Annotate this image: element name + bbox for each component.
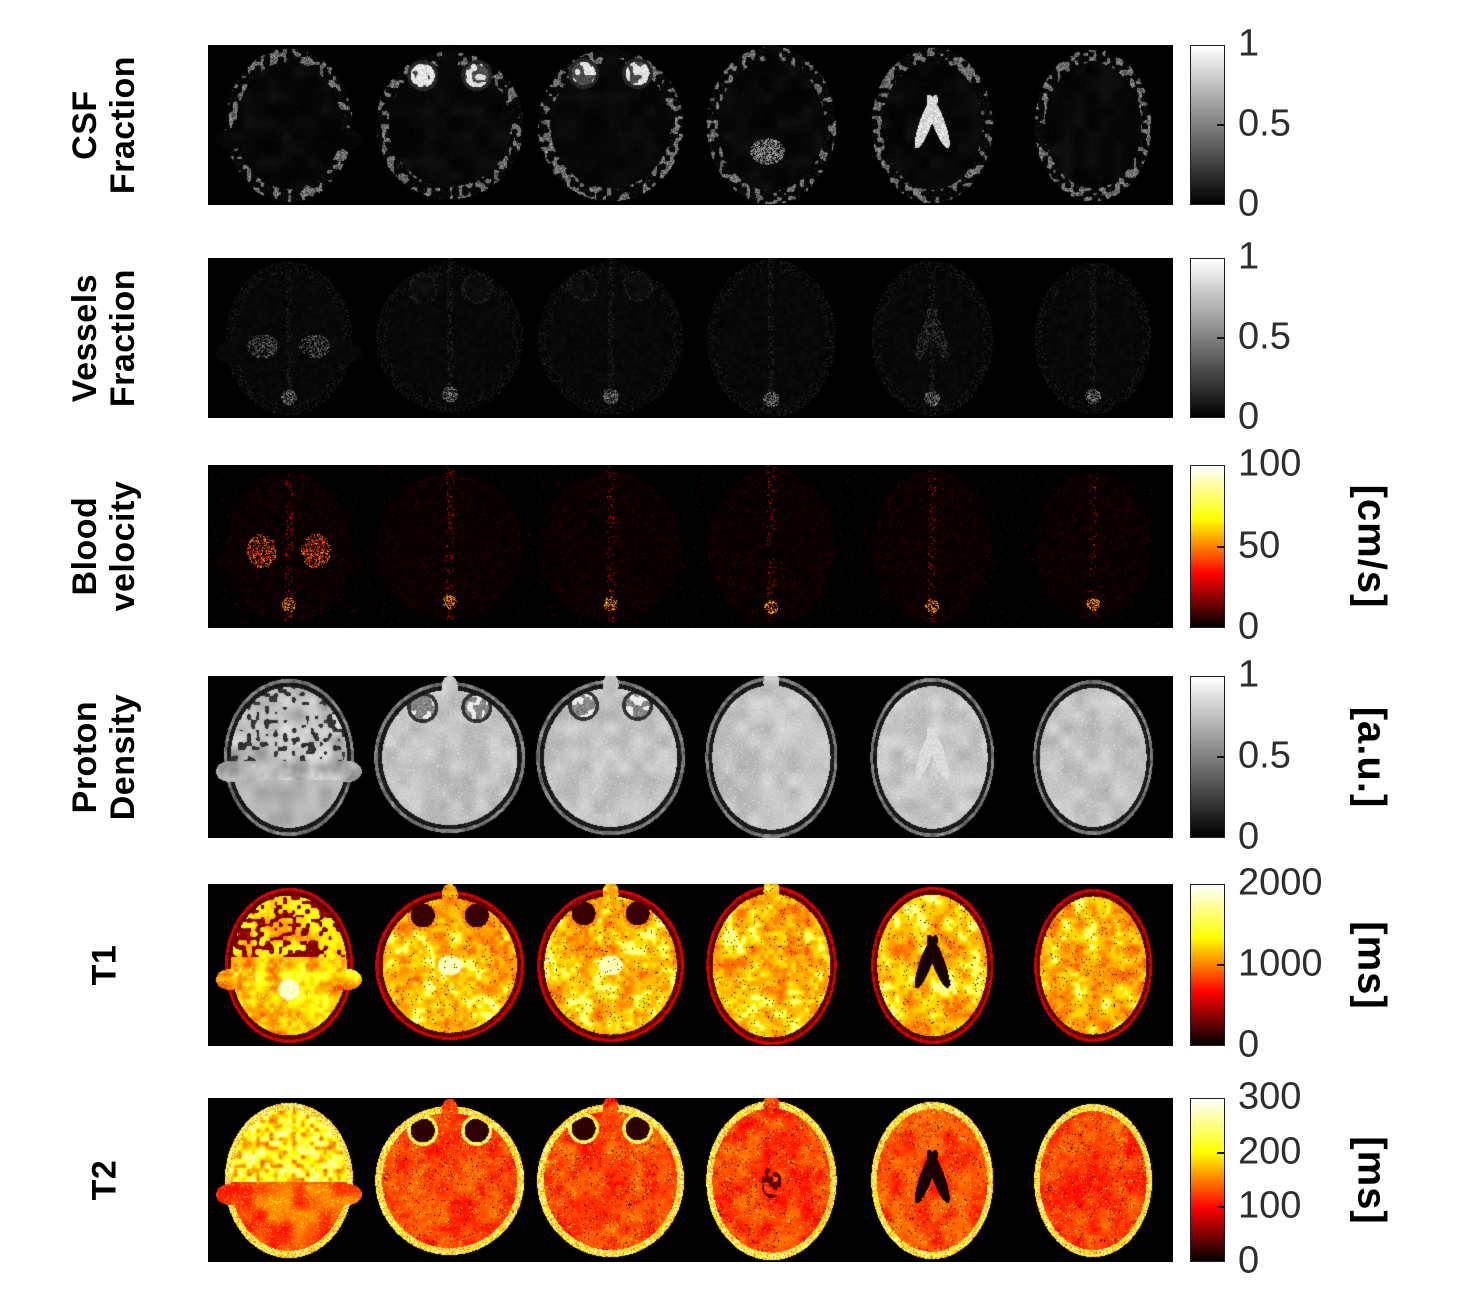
slices-canvas-csf-fraction bbox=[208, 45, 1173, 205]
colorbar-unit-t2: [ms] bbox=[1332, 1098, 1410, 1262]
row-label-blood-velocity: Blood velocity bbox=[16, 465, 192, 628]
colorbar-tick-mark-t1 bbox=[1217, 964, 1224, 966]
colorbar-tick-label-proton-density: 0 bbox=[1238, 815, 1260, 858]
row-label-text-proton-density: Proton Density bbox=[65, 693, 142, 821]
colorbar-tick-mark-blood-velocity bbox=[1217, 545, 1224, 548]
colorbar-tick-label-proton-density: 0.5 bbox=[1238, 734, 1291, 777]
colorbar-tick-label-blood-velocity: 100 bbox=[1238, 442, 1302, 485]
colorbar-tick-label-t2: 0 bbox=[1238, 1239, 1260, 1282]
row-label-csf-fraction: CSF Fraction bbox=[16, 45, 192, 205]
row-label-vessels-fraction: Vessels Fraction bbox=[16, 258, 192, 418]
panel-proton-density bbox=[208, 676, 1173, 838]
colorbar-tick-label-proton-density: 1 bbox=[1238, 653, 1260, 696]
slices-canvas-t1 bbox=[208, 884, 1173, 1046]
colorbar-t2 bbox=[1190, 1098, 1225, 1262]
row-label-text-csf-fraction: CSF Fraction bbox=[65, 55, 142, 195]
panel-csf-fraction bbox=[208, 45, 1173, 205]
row-label-text-t1: T1 bbox=[84, 944, 123, 986]
colorbar-unit-t1: [ms] bbox=[1332, 884, 1410, 1046]
colorbar-tick-label-t2: 300 bbox=[1238, 1075, 1302, 1118]
colorbar-tick-mark-proton-density bbox=[1217, 756, 1224, 758]
colorbar-tick-label-t1: 1000 bbox=[1238, 942, 1323, 985]
colorbar-tick-mark-csf-fraction bbox=[1217, 124, 1224, 126]
colorbar-tick-label-t2: 100 bbox=[1238, 1184, 1302, 1227]
row-label-t2: T2 bbox=[16, 1098, 192, 1262]
slices-canvas-proton-density bbox=[208, 676, 1173, 838]
slices-canvas-vessels-fraction bbox=[208, 258, 1173, 418]
slices-canvas-t2 bbox=[208, 1098, 1173, 1262]
panel-t1 bbox=[208, 884, 1173, 1046]
colorbar-tick-label-t2: 200 bbox=[1238, 1130, 1302, 1173]
colorbar-unit-proton-density: [a.u.] bbox=[1332, 676, 1410, 838]
row-label-proton-density: Proton Density bbox=[16, 676, 192, 838]
colorbar-unit-blood-velocity: [cm/s] bbox=[1332, 465, 1410, 628]
colorbar-tick-label-blood-velocity: 0 bbox=[1238, 605, 1260, 648]
row-label-text-vessels-fraction: Vessels Fraction bbox=[65, 268, 142, 408]
row-label-t1: T1 bbox=[16, 884, 192, 1046]
panel-vessels-fraction bbox=[208, 258, 1173, 418]
colorbar-unit-text-t1: [ms] bbox=[1349, 920, 1394, 1010]
colorbar-tick-label-t1: 0 bbox=[1238, 1023, 1260, 1066]
colorbar-tick-mark-vessels-fraction bbox=[1217, 337, 1224, 339]
colorbar-tick-label-csf-fraction: 0.5 bbox=[1238, 102, 1291, 145]
colorbar-tick-mark-t2 bbox=[1217, 1206, 1224, 1209]
colorbar-tick-label-csf-fraction: 0 bbox=[1238, 182, 1260, 225]
colorbar-tick-label-blood-velocity: 50 bbox=[1238, 524, 1281, 567]
colorbar-tick-mark-t2 bbox=[1217, 1151, 1224, 1154]
colorbar-tick-label-csf-fraction: 1 bbox=[1238, 22, 1260, 65]
colorbar-tick-label-vessels-fraction: 0 bbox=[1238, 395, 1260, 438]
panel-t2 bbox=[208, 1098, 1173, 1262]
colorbar-unit-text-t2: [ms] bbox=[1349, 1135, 1394, 1225]
colorbar-unit-text-blood-velocity: [cm/s] bbox=[1349, 484, 1394, 609]
colorbar-tick-label-vessels-fraction: 0.5 bbox=[1238, 315, 1291, 358]
row-label-text-blood-velocity: Blood velocity bbox=[65, 481, 142, 612]
panel-blood-velocity bbox=[208, 465, 1173, 628]
colorbar-tick-label-vessels-fraction: 1 bbox=[1238, 235, 1260, 278]
slices-canvas-blood-velocity bbox=[208, 465, 1173, 628]
row-label-text-t2: T2 bbox=[84, 1159, 123, 1201]
colorbar-tick-label-t1: 2000 bbox=[1238, 861, 1323, 904]
colorbar-unit-text-proton-density: [a.u.] bbox=[1349, 706, 1394, 808]
